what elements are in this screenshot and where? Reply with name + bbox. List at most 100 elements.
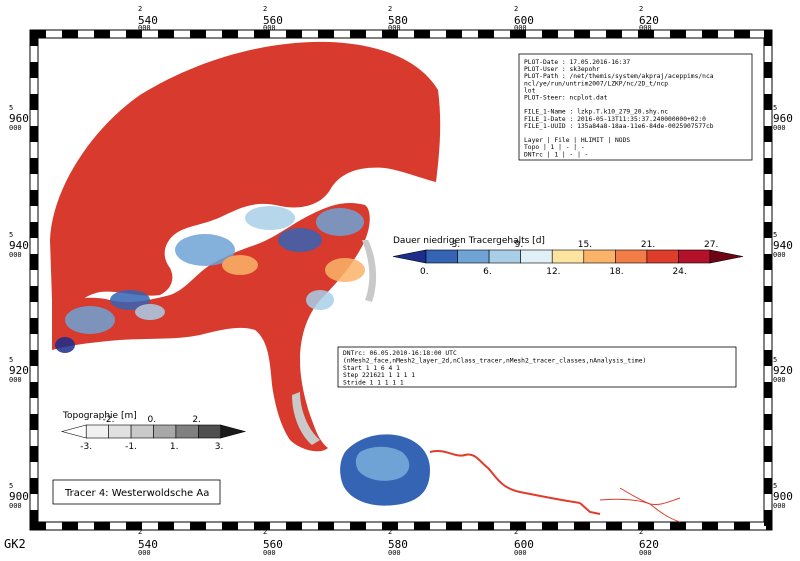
y-tick-label: 940	[773, 239, 793, 252]
frame-segment	[30, 30, 38, 46]
frame-segment	[510, 30, 526, 38]
x-tick-label: 000	[263, 549, 276, 557]
frame-segment	[764, 382, 772, 398]
plot-info-line: PLOT-User : sk3epohr	[524, 66, 600, 73]
topo-swatch	[108, 424, 132, 439]
frame-segment	[764, 318, 772, 334]
x-tick-label: 000	[514, 24, 527, 32]
frame-segment	[574, 522, 590, 530]
frame-segment	[542, 30, 558, 38]
frame-segment	[764, 414, 772, 430]
y-tick-label: 5	[9, 356, 13, 364]
topo-swatch	[85, 424, 109, 439]
tracer-swatch	[425, 249, 458, 264]
x-tick-label: 2	[138, 5, 142, 13]
x-tick-label: 540	[138, 538, 158, 551]
frame-segment	[382, 522, 398, 530]
x-tick-label: 2	[514, 5, 518, 13]
tracer-swatch	[583, 249, 616, 264]
frame-segment	[318, 522, 334, 530]
y-tick-label: 000	[773, 376, 786, 384]
x-tick-label: 000	[138, 24, 151, 32]
frame-segment	[222, 522, 238, 530]
dollart-inner	[355, 446, 410, 481]
plot-info-line: Topo | 1 | - | -	[524, 144, 585, 151]
frame-segment	[382, 30, 398, 38]
x-tick-label: 2	[263, 5, 267, 13]
frame-segment	[30, 446, 38, 462]
frame-segment	[764, 478, 772, 494]
plot-info-line: FILE_1-Date : 2016-05-13T11:35:37.240000…	[524, 116, 706, 123]
model-domain	[50, 41, 681, 523]
frame-segment	[638, 30, 654, 38]
frame-segment	[190, 30, 206, 38]
plot-info-line: FILE_1-Name : lzkp.T.k10_279_20.shy.nc	[524, 109, 668, 116]
y-tick-label: 5	[9, 231, 13, 239]
tracer-swatch	[551, 249, 585, 264]
frame-segment	[350, 30, 366, 38]
frame-segment	[414, 522, 430, 530]
y-tick-label: 5	[773, 482, 777, 490]
map-frame	[29, 29, 773, 531]
frame-segment	[764, 30, 772, 46]
frame-segment	[62, 522, 78, 530]
topo-swatch	[175, 424, 199, 439]
topo-tick-label: 1.	[170, 442, 179, 452]
tracer-swatch	[457, 249, 490, 264]
frame-segment	[670, 30, 686, 38]
frame-segment	[254, 522, 270, 530]
frame-segment	[30, 318, 38, 334]
x-tick-label: 2	[639, 528, 643, 536]
y-tick-label: 920	[9, 364, 29, 377]
plot-info-line: FILE_1-UUID : 135a84a8-18aa-11e6-84de-00…	[524, 123, 714, 130]
y-tick-label: 960	[773, 112, 793, 125]
x-tick-label: 580	[388, 14, 408, 27]
frame-segment	[286, 522, 302, 530]
frame-segment	[30, 62, 38, 78]
time-info-line: Stride 1 1 1 1 1	[343, 380, 404, 387]
frame-segment	[30, 510, 38, 526]
frame-segment	[702, 522, 718, 530]
tracer-tick-label: 6.	[483, 267, 492, 277]
tracer-underflow	[392, 249, 427, 264]
y-tick-label: 900	[773, 490, 793, 503]
frame-segment	[158, 30, 174, 38]
frame-segment	[574, 30, 590, 38]
tracer-swatch	[520, 249, 553, 264]
x-tick-label: 000	[639, 24, 652, 32]
frame-segment	[542, 522, 558, 530]
frame-segment	[702, 30, 718, 38]
time-info-lines: DNTrc: 06.05.2010-16:18:00 UTC(nMesh2_fa…	[343, 350, 646, 387]
tracer-colorbar: Dauer niedrigen Tracergehalts [d] 0. 6. 12…	[392, 236, 744, 277]
x-tick-label: 2	[263, 528, 267, 536]
tracer-swatch	[615, 249, 648, 264]
tracer-swatch	[646, 249, 679, 264]
x-tick-label: 2	[388, 528, 392, 536]
y-tick-label: 000	[9, 251, 22, 259]
x-tick-label: 600	[514, 538, 534, 551]
frame-segment	[670, 522, 686, 530]
tracer-tick-label: 9.	[515, 240, 524, 250]
tracer-legend-title: Dauer niedrigen Tracergehalts [d]	[393, 236, 545, 246]
topo-tick-label: -1.	[125, 442, 137, 452]
frame-segment	[126, 522, 142, 530]
frame-segment	[30, 414, 38, 430]
x-tick-label: 000	[263, 24, 276, 32]
x-tick-label: 580	[388, 538, 408, 551]
y-tick-label: 000	[773, 251, 786, 259]
time-info-line: (nMesh2_face,nMesh2_layer_2d,nClass_trac…	[343, 357, 646, 364]
x-tick-label: 2	[138, 528, 142, 536]
frame-segment	[764, 222, 772, 238]
tracer-tick-label: 12.	[546, 267, 560, 277]
tracer-name: Tracer 4: Westerwoldsche Aa	[64, 488, 209, 499]
topo-swatch	[130, 424, 154, 439]
frame-segment	[350, 522, 366, 530]
frame-segment	[764, 190, 772, 206]
tracer-tick-label: 27.	[704, 240, 718, 250]
x-tick-label: 000	[388, 24, 401, 32]
tracer-low-patches	[55, 206, 365, 353]
frame-segment	[764, 158, 772, 174]
y-tick-label: 000	[9, 124, 22, 132]
tracer-tick-label: 3.	[452, 240, 461, 250]
